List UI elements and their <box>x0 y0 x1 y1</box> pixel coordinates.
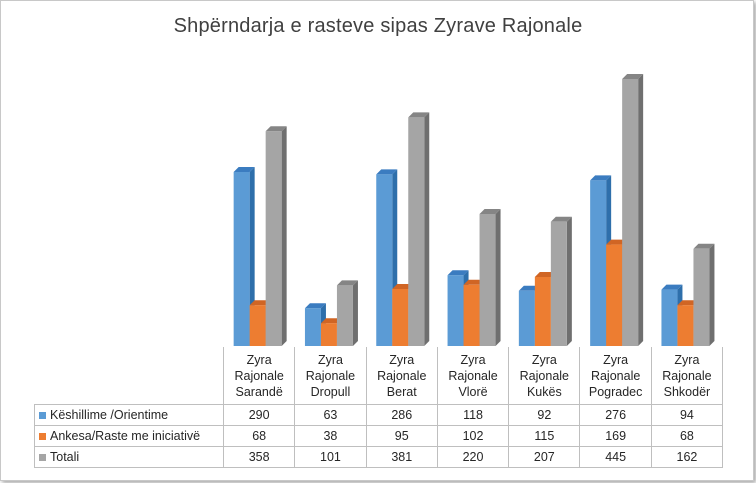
data-label-0-1: 63 <box>294 404 367 426</box>
bar-group-6 <box>661 243 715 346</box>
data-label-1-4: 115 <box>508 425 581 447</box>
data-label-0-0: 290 <box>222 404 296 426</box>
data-label-2-3: 220 <box>436 446 510 468</box>
data-label-0-6: 94 <box>650 404 724 426</box>
data-label-1-1: 38 <box>294 425 367 447</box>
bar-group-3 <box>447 209 501 346</box>
data-table: Zyra Rajonale Sarandë Zyra Rajonale Dropull Zy… <box>34 347 724 468</box>
table-row: Totali 358 101 381 220 207 445 162 <box>34 446 724 468</box>
bar-5-2 <box>622 74 644 346</box>
data-label-0-3: 118 <box>436 404 510 426</box>
table-corner <box>34 347 224 405</box>
bar-group-5 <box>590 74 644 346</box>
legend-entry-2: Totali <box>34 446 224 468</box>
category-label-5: Zyra Rajonale Pogradec <box>579 347 652 405</box>
category-label-6: Zyra Rajonale Shkodër <box>650 347 724 405</box>
data-label-1-0: 68 <box>222 425 296 447</box>
table-row: Këshillime /Orientime 290 63 286 118 92 276 94 <box>34 404 724 426</box>
bar-1-2 <box>336 280 358 346</box>
category-label-1: Zyra Rajonale Dropull <box>294 347 367 405</box>
bar-group-4 <box>518 216 572 346</box>
data-label-0-4: 92 <box>508 404 581 426</box>
series-name: Totali <box>50 450 80 464</box>
category-label-4: Zyra Rajonale Kukës <box>508 347 581 405</box>
bar-3-2 <box>479 209 501 346</box>
series-name: Ankesa/Raste me iniciativë <box>50 429 201 443</box>
data-label-2-5: 445 <box>579 446 652 468</box>
data-label-1-5: 169 <box>579 425 652 447</box>
data-label-2-1: 101 <box>294 446 367 468</box>
bar-group-1 <box>304 280 358 346</box>
data-label-1-6: 68 <box>650 425 724 447</box>
bar-group-0 <box>233 126 287 346</box>
data-label-1-3: 102 <box>436 425 510 447</box>
data-label-1-2: 95 <box>365 425 438 447</box>
legend-entry-0: Këshillime /Orientime <box>34 404 224 426</box>
category-label-2: Zyra Rajonale Berat <box>365 347 438 405</box>
data-label-0-5: 276 <box>579 404 652 426</box>
category-label-3: Zyra Rajonale Vlorë <box>436 347 510 405</box>
chart-title: Shpërndarja e rasteve sipas Zyrave Rajon… <box>173 15 583 37</box>
legend-swatch <box>39 412 46 420</box>
bar-4-2 <box>550 216 572 346</box>
legend-swatch <box>39 433 46 441</box>
series-name: Këshillime /Orientime <box>50 408 169 422</box>
data-label-2-4: 207 <box>508 446 581 468</box>
data-label-2-0: 358 <box>222 446 296 468</box>
table-row: Ankesa/Raste me iniciativë 68 38 95 102 115 16… <box>34 425 724 447</box>
bar-2-2 <box>408 112 430 347</box>
category-label-0: Zyra Rajonale Sarandë <box>222 347 296 405</box>
data-label-2-6: 162 <box>650 446 724 468</box>
legend-entry-1: Ankesa/Raste me iniciativë <box>34 425 224 447</box>
bar-group-2 <box>376 112 430 347</box>
bar-0-2 <box>265 126 287 346</box>
legend-swatch <box>39 454 46 462</box>
data-label-0-2: 286 <box>365 404 438 426</box>
bar-6-2 <box>693 243 715 346</box>
data-label-2-2: 381 <box>365 446 438 468</box>
bar-0-0 <box>233 167 255 346</box>
